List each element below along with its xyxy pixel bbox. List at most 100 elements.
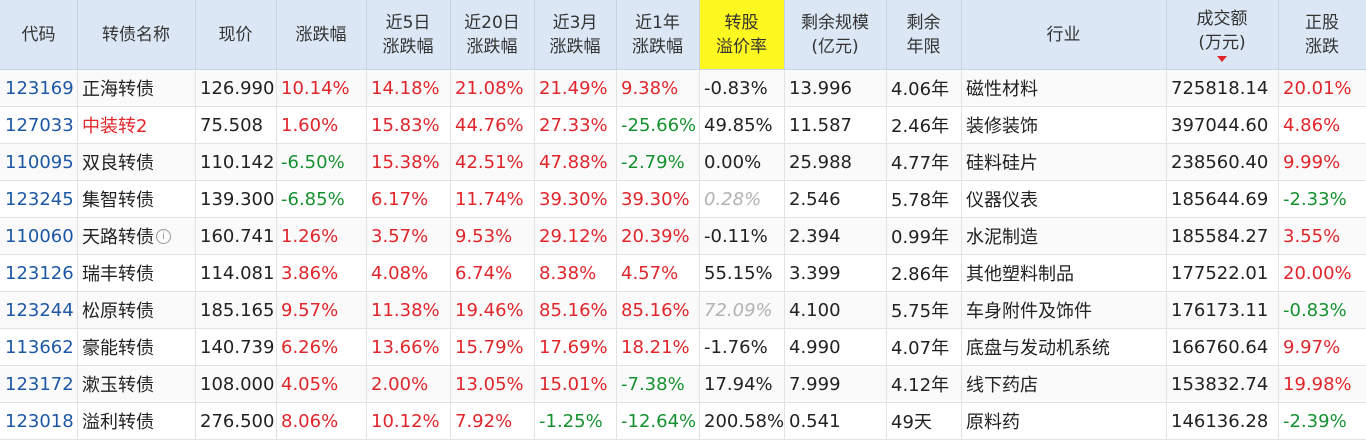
cell-code[interactable]: 123169 [0, 70, 74, 106]
column-divider [699, 292, 700, 328]
cell-term: 5.78年 [891, 181, 960, 217]
cell-name[interactable]: 天路转债 i [82, 218, 194, 254]
cell-code[interactable]: 123245 [0, 181, 74, 217]
header-chg20[interactable]: 近20日 涨跌幅 [450, 0, 534, 69]
cell-chg5: 6.17% [371, 181, 449, 217]
cell-turnover: 166760.64 [1171, 329, 1277, 365]
cell-code-value[interactable]: 123126 [5, 262, 74, 284]
cell-name[interactable]: 中装转2 [82, 107, 194, 143]
cell-code-value[interactable]: 123172 [5, 373, 74, 395]
cell-turnover-value: 153832.74 [1171, 373, 1269, 395]
header-label: 涨跌幅 [549, 36, 601, 57]
cell-stock_chg: 9.97% [1283, 329, 1365, 365]
table-row[interactable]: 113662 豪能转债 140.739 6.26% 13.66% 15.79% 17.69%… [0, 329, 1366, 366]
cell-chg5: 2.00% [371, 366, 449, 402]
cell-stock_chg-value: 9.97% [1283, 336, 1341, 358]
header-industry[interactable]: 行业 [961, 0, 1166, 69]
table-row[interactable]: 123245 集智转债 139.300 -6.85% 6.17% 11.74% 39.30%… [0, 181, 1366, 218]
header-name[interactable]: 转债名称 [77, 0, 195, 69]
cell-stock_chg-value: 20.00% [1283, 262, 1352, 284]
cell-name-value[interactable]: 集智转债 [82, 190, 154, 211]
header-chg3m[interactable]: 近3月 涨跌幅 [534, 0, 616, 69]
table-row[interactable]: 123169 正海转债 126.990 10.14% 14.18% 21.08% 21.49… [0, 70, 1366, 107]
cell-name-value[interactable]: 瑞丰转债 [82, 264, 154, 285]
cell-name[interactable]: 瑞丰转债 [82, 255, 194, 291]
cell-term: 5.75年 [891, 292, 960, 328]
cell-code-value[interactable]: 123244 [5, 299, 74, 321]
cell-code[interactable]: 123126 [0, 255, 74, 291]
cell-name-value[interactable]: 溢利转债 [82, 412, 154, 433]
cell-term: 4.77年 [891, 144, 960, 180]
cell-name[interactable]: 漱玉转债 [82, 366, 194, 402]
cell-stock_chg-value: -2.33% [1283, 188, 1347, 210]
cell-code-value[interactable]: 113662 [5, 336, 74, 358]
cell-code-value[interactable]: 110060 [5, 225, 74, 247]
cell-code[interactable]: 127033 [0, 107, 74, 143]
cell-name-value[interactable]: 中装转2 [82, 116, 148, 137]
column-divider [616, 255, 617, 291]
cell-turnover: 146136.28 [1171, 403, 1277, 439]
cell-name[interactable]: 松原转债 [82, 292, 194, 328]
cell-chg: -6.50% [281, 144, 365, 180]
cell-turnover: 185644.69 [1171, 181, 1277, 217]
column-divider [784, 0, 785, 69]
cell-name-value[interactable]: 天路转债 [82, 227, 154, 248]
cell-code[interactable]: 113662 [0, 329, 74, 365]
cell-code-value[interactable]: 110095 [5, 151, 74, 173]
cell-chg1y-value: -12.64% [621, 410, 697, 432]
cell-industry: 硅料硅片 [966, 144, 1165, 180]
cell-code-value[interactable]: 123169 [5, 77, 74, 99]
cell-chg20: 44.76% [455, 107, 533, 143]
info-icon[interactable]: i [156, 228, 171, 244]
table-row[interactable]: 110060 天路转债 i 160.741 1.26% 3.57% 9.53% 29.12% 2… [0, 218, 1366, 255]
cell-code[interactable]: 110060 [0, 218, 74, 254]
header-price[interactable]: 现价 [195, 0, 276, 69]
header-code[interactable]: 代码 [0, 0, 77, 69]
cell-chg-value: 8.06% [281, 410, 339, 432]
header-chg[interactable]: 涨跌幅 [276, 0, 366, 69]
header-term[interactable]: 剩余 年限 [886, 0, 961, 69]
sort-desc-icon[interactable] [1217, 56, 1227, 62]
cell-premium: 0.28% [704, 181, 783, 217]
cell-name-value[interactable]: 松原转债 [82, 301, 154, 322]
cell-code[interactable]: 123244 [0, 292, 74, 328]
cell-premium-value: -0.83% [704, 77, 768, 99]
cell-code[interactable]: 110095 [0, 144, 74, 180]
cell-name-value[interactable]: 双良转债 [82, 153, 154, 174]
cell-premium-value: -0.11% [704, 225, 768, 247]
column-divider [1166, 366, 1167, 402]
column-divider [77, 403, 78, 439]
table-row[interactable]: 123172 漱玉转债 108.000 4.05% 2.00% 13.05% 15.01% -… [0, 366, 1366, 403]
header-chg1y[interactable]: 近1年 涨跌幅 [616, 0, 699, 69]
cell-premium-value: 0.00% [704, 151, 762, 173]
cell-name[interactable]: 正海转债 [82, 70, 194, 106]
cell-name[interactable]: 豪能转债 [82, 329, 194, 365]
table-row[interactable]: 127033 中装转2 75.508 1.60% 15.83% 44.76% 27.33% -… [0, 107, 1366, 144]
column-divider [366, 107, 367, 143]
table-row[interactable]: 123244 松原转债 185.165 9.57% 11.38% 19.46% 85.16%… [0, 292, 1366, 329]
table-row[interactable]: 110095 双良转债 110.142 -6.50% 15.38% 42.51% 47.88… [0, 144, 1366, 181]
column-divider [77, 329, 78, 365]
cell-stock_chg-value: 20.01% [1283, 77, 1352, 99]
cell-code[interactable]: 123172 [0, 366, 74, 402]
column-divider [195, 181, 196, 217]
cell-code-value[interactable]: 123245 [5, 188, 74, 210]
cell-stock_chg: 20.01% [1283, 70, 1365, 106]
cell-name-value[interactable]: 正海转债 [82, 79, 154, 100]
header-chg5[interactable]: 近5日 涨跌幅 [366, 0, 450, 69]
cell-name-value[interactable]: 漱玉转债 [82, 375, 154, 396]
header-label: 近1年 [635, 12, 680, 33]
table-row[interactable]: 123126 瑞丰转债 114.081 3.86% 4.08% 6.74% 8.38% 4.5… [0, 255, 1366, 292]
cell-code[interactable]: 123018 [0, 403, 74, 439]
header-stock_chg[interactable]: 正股 涨跌 [1278, 0, 1366, 69]
cell-name[interactable]: 溢利转债 [82, 403, 194, 439]
cell-name[interactable]: 双良转债 [82, 144, 194, 180]
cell-code-value[interactable]: 123018 [5, 410, 74, 432]
table-row[interactable]: 123018 溢利转债 276.500 8.06% 10.12% 7.92% -1.25% -… [0, 403, 1366, 440]
header-scale[interactable]: 剩余规模 (亿元) [784, 0, 886, 69]
header-premium[interactable]: 转股 溢价率 [699, 0, 784, 69]
cell-code-value[interactable]: 127033 [5, 114, 74, 136]
cell-name-value[interactable]: 豪能转债 [82, 338, 154, 359]
cell-name[interactable]: 集智转债 [82, 181, 194, 217]
header-turnover[interactable]: 成交额 (万元) [1166, 0, 1278, 69]
